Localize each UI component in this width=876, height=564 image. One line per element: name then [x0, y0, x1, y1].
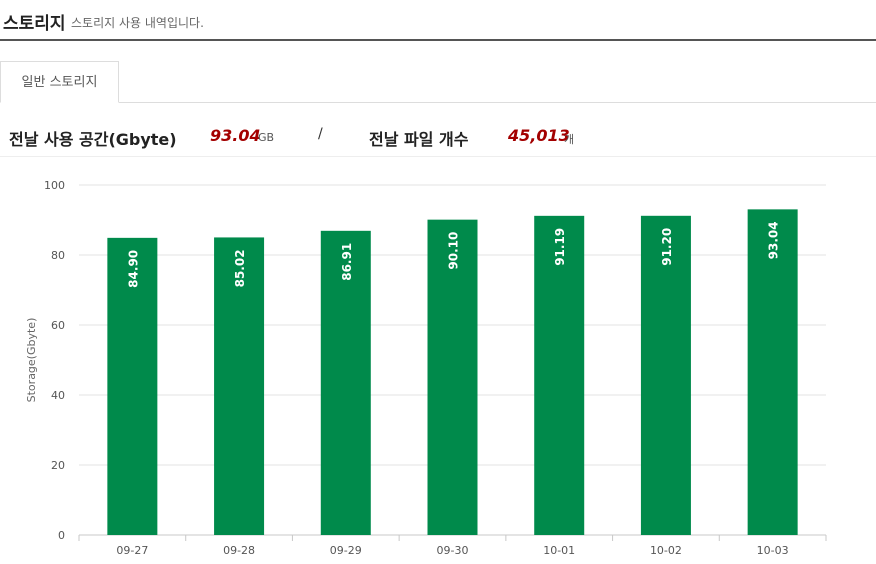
files-label: 전날 파일 개수 — [369, 130, 469, 149]
bar — [427, 219, 478, 535]
tab-strip-line — [0, 102, 876, 103]
space-unit: GB — [258, 131, 275, 144]
bar-value-label: 85.02 — [233, 249, 247, 287]
x-tick-label: 10-02 — [650, 544, 682, 557]
x-tick-label: 10-03 — [757, 544, 789, 557]
y-tick-label: 80 — [51, 249, 65, 262]
y-tick-label: 0 — [58, 529, 65, 542]
summary-separator: / — [318, 126, 323, 142]
y-tick-label: 60 — [51, 319, 65, 332]
y-axis-title: Storage(Gbyte) — [25, 318, 38, 403]
files-value: 45,013 — [508, 126, 570, 145]
x-tick-label: 09-27 — [116, 544, 148, 557]
bar-value-label: 84.90 — [126, 250, 140, 288]
page-title: 스토리지 — [3, 14, 66, 34]
bar-value-label: 90.10 — [447, 232, 461, 270]
page-header: 스토리지 스토리지 사용 내역입니다. — [0, 0, 876, 41]
y-tick-label: 100 — [44, 179, 65, 192]
y-tick-label: 20 — [51, 459, 65, 472]
bar — [320, 230, 371, 535]
bar — [214, 237, 265, 535]
bar-value-label: 93.04 — [767, 221, 781, 259]
files-unit: 개 — [564, 133, 575, 146]
summary-divider — [0, 156, 876, 157]
tab-general-storage[interactable]: 일반 스토리지 — [0, 61, 119, 103]
summary-bar: 전날 사용 공간(Gbyte) 93.04 GB / 전날 파일 개수 45,0… — [0, 118, 876, 156]
y-tick-label: 40 — [51, 389, 65, 402]
bar-value-label: 91.20 — [660, 228, 674, 266]
x-tick-label: 09-30 — [437, 544, 469, 557]
bar-value-label: 91.19 — [553, 228, 567, 266]
bar — [640, 215, 691, 536]
bar — [747, 209, 798, 536]
storage-chart: 0 20 40 60 80 100 Storage(Gbyte) 84.90 09-27 85.0… — [0, 166, 876, 560]
bar — [107, 237, 158, 535]
bar — [534, 215, 585, 535]
space-label: 전날 사용 공간(Gbyte) — [9, 130, 177, 149]
page-subtitle: 스토리지 사용 내역입니다. — [71, 16, 204, 30]
storage-bar-chart: 0 20 40 60 80 100 Storage(Gbyte) 84.90 09-27 85.0… — [25, 179, 827, 557]
x-tick-label: 09-29 — [330, 544, 362, 557]
x-tick-label: 10-01 — [543, 544, 575, 557]
space-value: 93.04 — [210, 126, 261, 145]
x-tick-label: 09-28 — [223, 544, 255, 557]
bar-value-label: 86.91 — [340, 243, 354, 281]
